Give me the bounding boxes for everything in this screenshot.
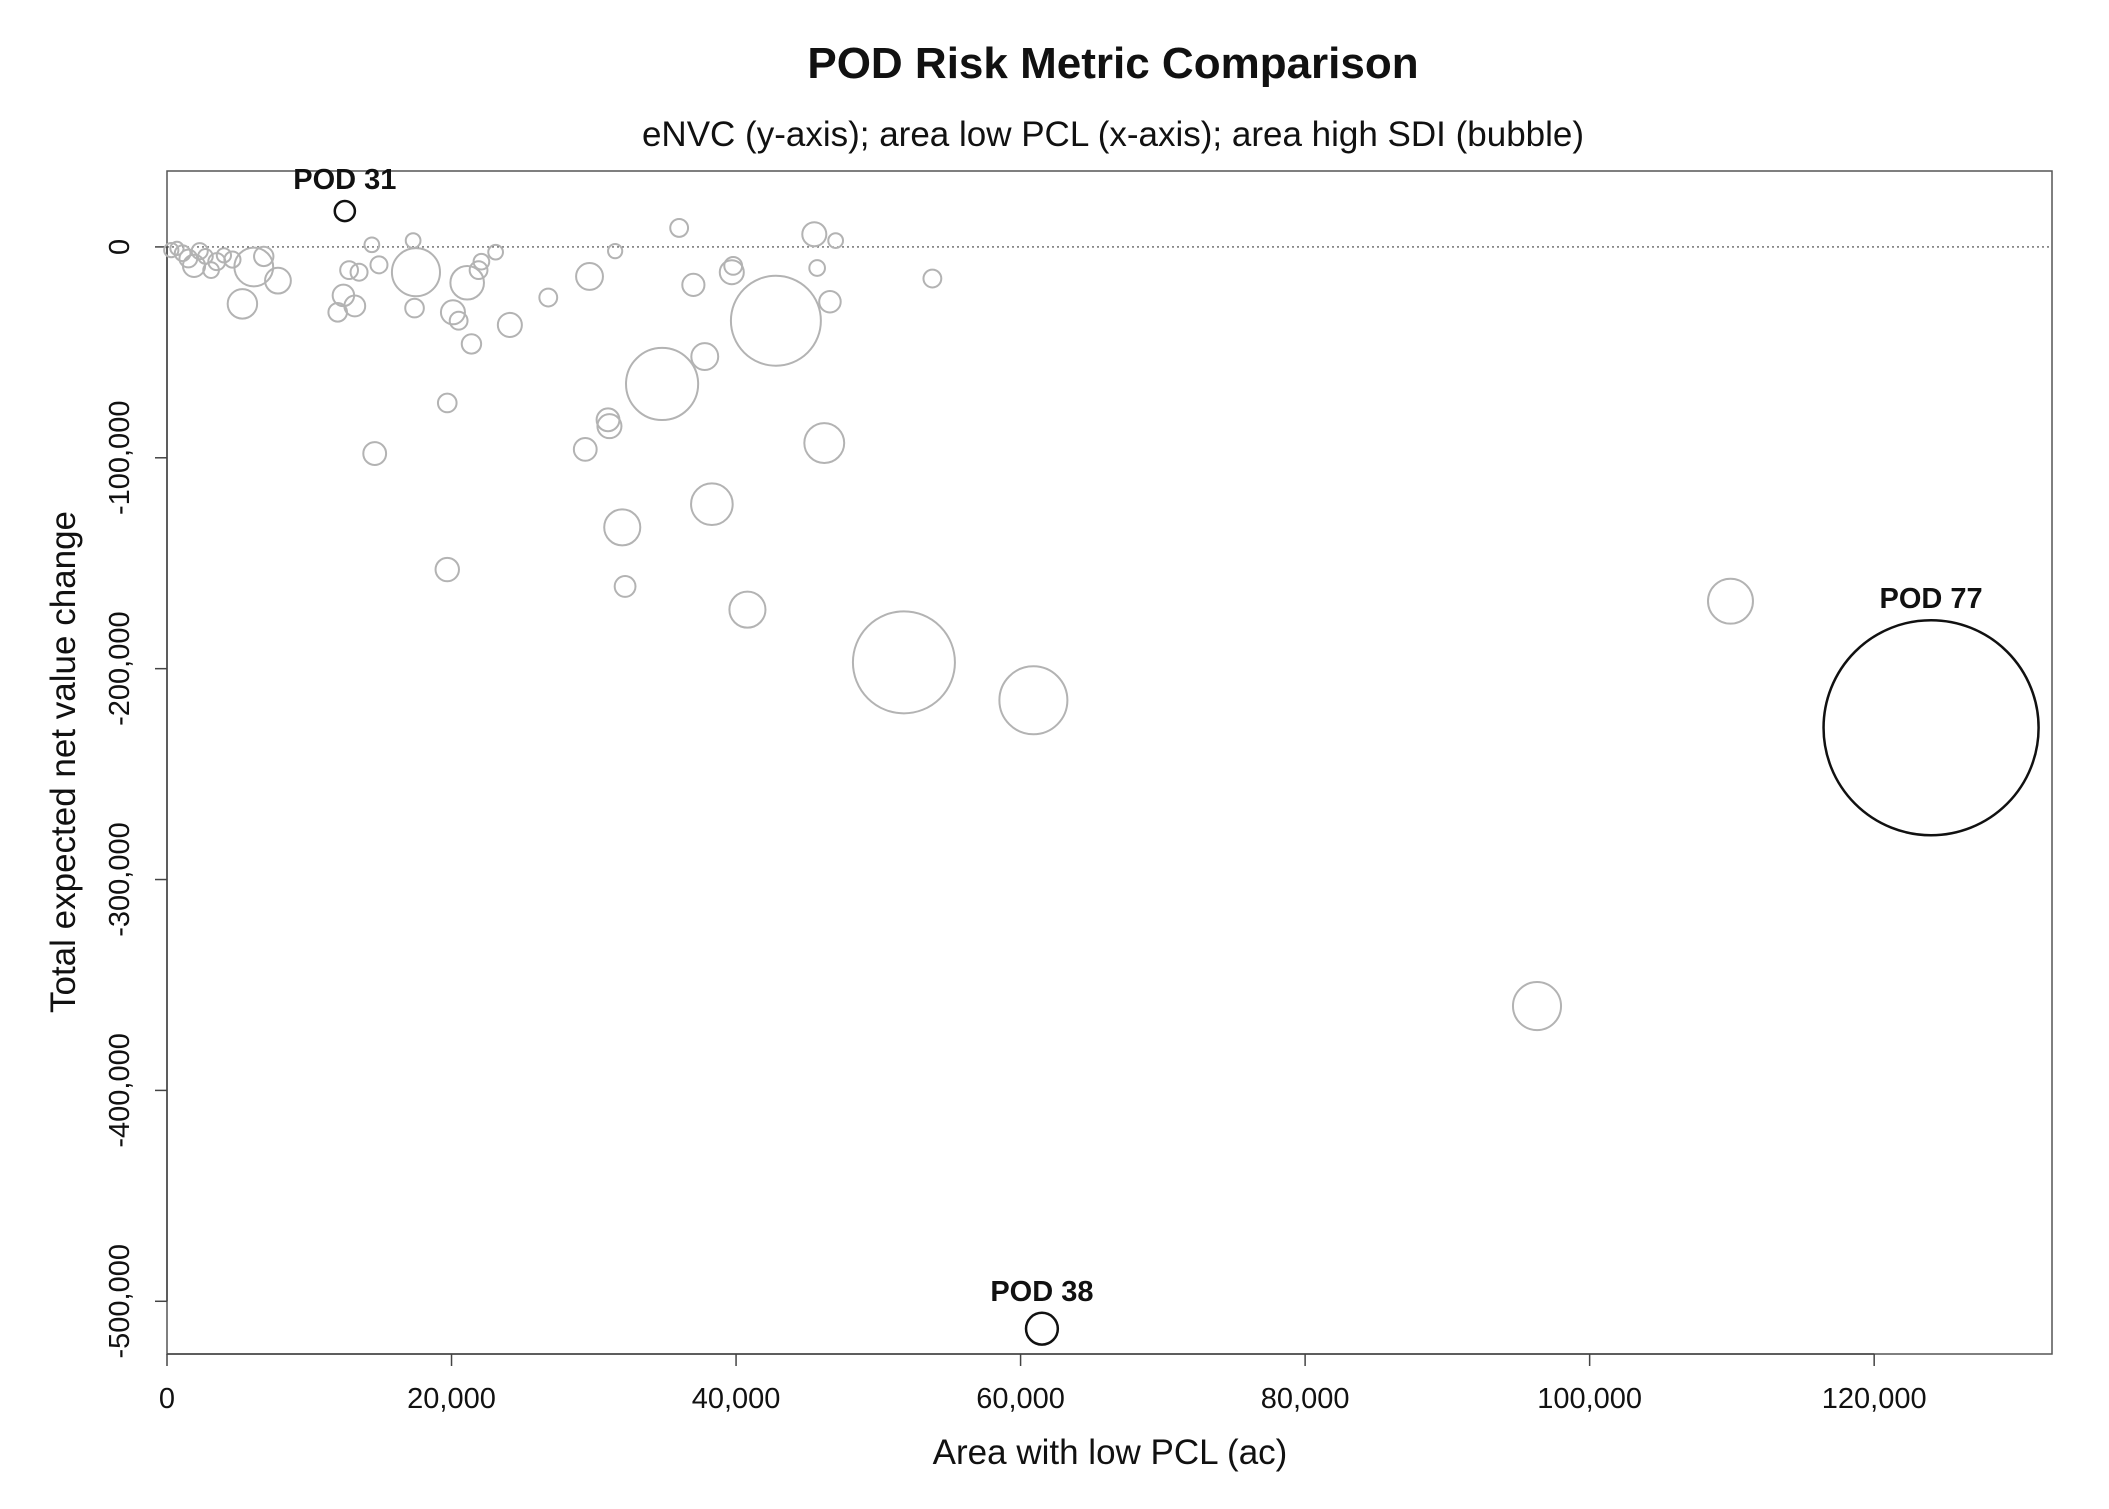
pod-bubble — [818, 289, 842, 314]
bubble-layer — [163, 199, 2040, 1346]
pod-bubble — [496, 311, 523, 338]
pod-bubble — [173, 244, 192, 263]
chart-title: POD Risk Metric Comparison — [807, 39, 1418, 88]
pod-bubble — [851, 610, 956, 715]
pod-bubble — [163, 241, 180, 259]
pod-bubble — [390, 247, 442, 298]
pod-bubble — [1511, 981, 1563, 1032]
pod-38-label: POD 38 — [990, 1276, 1093, 1308]
pod-bubble — [233, 246, 275, 288]
pod-bubble — [169, 240, 185, 256]
annotation-layer: POD 31 POD 77 POD 38 — [293, 164, 1982, 1308]
x-tick-label: 40,000 — [692, 1383, 781, 1415]
pod-bubble — [448, 310, 469, 331]
pod-bubble — [718, 259, 745, 286]
x-tick-label: 120,000 — [1822, 1383, 1927, 1415]
pod-bubble — [472, 252, 491, 271]
pod-bubble — [723, 255, 744, 276]
pod-bubble — [728, 590, 767, 629]
pod-bubble — [603, 508, 642, 547]
pod-bubble — [803, 422, 846, 464]
pod-bubble — [801, 221, 828, 248]
pod-bubble — [439, 299, 466, 326]
pod-bubble — [1706, 577, 1754, 625]
x-tick-label: 100,000 — [1537, 1383, 1642, 1415]
pod-bubble — [681, 272, 706, 297]
pod-bubble — [369, 255, 389, 275]
pod-bubble — [343, 294, 367, 318]
x-tick-label: 20,000 — [407, 1383, 496, 1415]
y-tick-label: -200,000 — [104, 611, 136, 726]
pod-bubble — [436, 392, 458, 414]
pod-bubble — [625, 346, 700, 422]
y-axis: 0 -100,000 -200,000 -300,000 -400,000 -500,00… — [104, 239, 168, 1359]
pod-bubble — [922, 268, 943, 289]
pod-31-bubble — [333, 199, 357, 223]
x-tick-label: 80,000 — [1261, 1383, 1350, 1415]
pod-bubble — [596, 413, 623, 440]
x-tick-label: 0 — [159, 1383, 175, 1415]
pod-bubble — [434, 556, 460, 583]
pod-bubble — [223, 250, 242, 269]
x-tick-label: 60,000 — [976, 1383, 1065, 1415]
pod-bubble — [613, 575, 637, 598]
pod-bubble — [264, 266, 292, 295]
pod-bubble — [669, 218, 690, 238]
x-axis-title: Area with low PCL (ac) — [933, 1433, 1288, 1472]
pod-bubble — [538, 287, 559, 308]
y-tick-label: -100,000 — [104, 401, 136, 515]
pod-bubble — [404, 297, 425, 319]
y-tick-label: 0 — [104, 239, 136, 255]
pod-bubble — [253, 245, 275, 268]
pod-bubble — [487, 243, 504, 261]
pod-bubble — [690, 342, 720, 372]
pod-bubble — [349, 262, 369, 282]
pod-bubble — [729, 274, 822, 367]
pod-bubble — [468, 260, 489, 281]
pod-bubble — [575, 261, 604, 291]
y-tick-label: -300,000 — [104, 822, 136, 937]
y-tick-label: -400,000 — [104, 1033, 136, 1148]
pod-bubble — [363, 236, 381, 254]
pod-bubble — [460, 333, 483, 355]
pod-38-bubble — [1024, 1311, 1060, 1346]
pod-bubble — [607, 243, 624, 260]
pod-bubble — [449, 264, 485, 301]
pod-77-bubble — [1822, 618, 2040, 837]
y-tick-label: -500,000 — [104, 1244, 136, 1359]
y-axis-title: Total expected net value change — [44, 511, 83, 1013]
pod-bubble — [572, 436, 598, 462]
pod-31-label: POD 31 — [293, 164, 396, 196]
pod-bubble — [339, 260, 360, 281]
pod-bubble — [808, 259, 826, 277]
pod-bubble — [998, 665, 1069, 736]
pod-bubble — [190, 242, 209, 261]
pod-bubble — [226, 288, 259, 320]
pod-bubble — [690, 482, 734, 527]
pod-bubble — [827, 232, 845, 249]
x-axis: 0 20,000 40,000 60,000 80,000 100,000 120,000 — [159, 1353, 1927, 1415]
pod-77-label: POD 77 — [1879, 583, 1982, 615]
chart-subtitle: eNVC (y-axis); area low PCL (x-axis); ar… — [642, 115, 1584, 154]
pod-bubble — [362, 441, 388, 466]
